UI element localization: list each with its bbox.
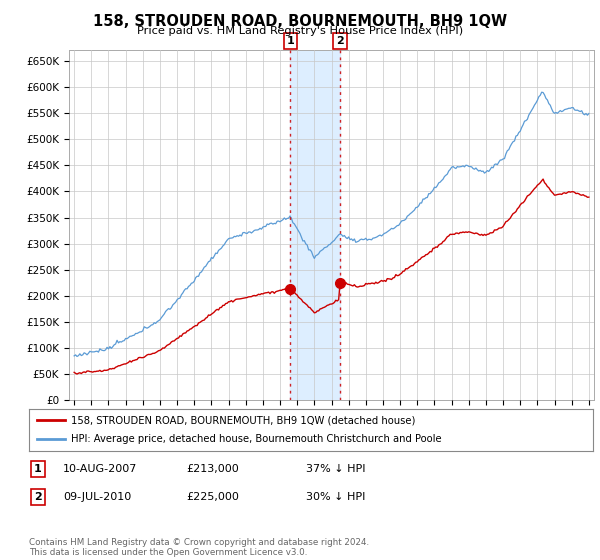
Text: HPI: Average price, detached house, Bournemouth Christchurch and Poole: HPI: Average price, detached house, Bour… <box>71 435 442 445</box>
Text: 09-JUL-2010: 09-JUL-2010 <box>63 492 131 502</box>
Text: 158, STROUDEN ROAD, BOURNEMOUTH, BH9 1QW: 158, STROUDEN ROAD, BOURNEMOUTH, BH9 1QW <box>93 14 507 29</box>
Bar <box>290 50 340 400</box>
Text: £225,000: £225,000 <box>186 492 239 502</box>
Text: 1: 1 <box>34 464 41 474</box>
Text: 2: 2 <box>336 36 344 46</box>
Text: 30% ↓ HPI: 30% ↓ HPI <box>306 492 365 502</box>
Text: 2: 2 <box>34 492 41 502</box>
Text: Contains HM Land Registry data © Crown copyright and database right 2024.
This d: Contains HM Land Registry data © Crown c… <box>29 538 369 557</box>
Text: 37% ↓ HPI: 37% ↓ HPI <box>306 464 365 474</box>
Text: 158, STROUDEN ROAD, BOURNEMOUTH, BH9 1QW (detached house): 158, STROUDEN ROAD, BOURNEMOUTH, BH9 1QW… <box>71 415 415 425</box>
Text: Price paid vs. HM Land Registry's House Price Index (HPI): Price paid vs. HM Land Registry's House … <box>137 26 463 36</box>
Text: £213,000: £213,000 <box>186 464 239 474</box>
Text: 1: 1 <box>287 36 295 46</box>
Text: 10-AUG-2007: 10-AUG-2007 <box>63 464 137 474</box>
